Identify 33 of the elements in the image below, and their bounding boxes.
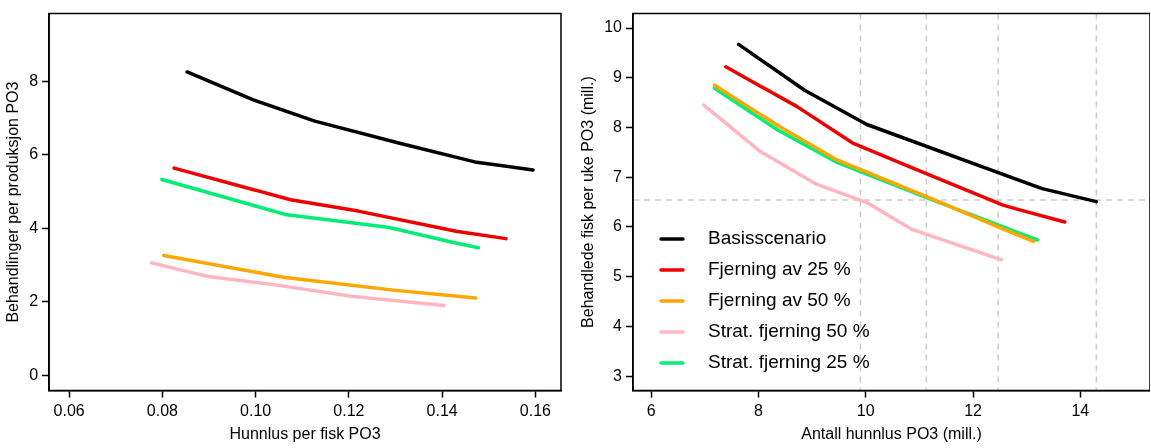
y-tick-label: 0 — [29, 365, 39, 383]
legend-label: Strat. fjerning 50 % — [708, 320, 870, 342]
legend-label: Fjerning av 50 % — [708, 289, 851, 311]
x-tick-label: 0.06 — [53, 401, 85, 419]
x-tick-label: 0.14 — [426, 401, 458, 419]
y-tick-label: 3 — [613, 366, 623, 384]
y-tick-label: 5 — [613, 267, 623, 285]
x-tick-label: 0.16 — [519, 401, 552, 419]
y-tick-label: 8 — [613, 117, 623, 135]
y-tick-label: 6 — [613, 217, 623, 235]
x-tick-label: 0.10 — [240, 401, 272, 419]
x-tick-label: 14 — [1071, 401, 1090, 419]
y-tick-label: 8 — [29, 71, 39, 89]
y-tick-label: 9 — [613, 68, 623, 86]
y-tick-label: 7 — [613, 167, 623, 185]
y-tick-label: 4 — [613, 316, 623, 334]
y-tick-label: 6 — [29, 145, 39, 163]
x-tick-label: 10 — [856, 401, 875, 419]
legend-label: Basisscenario — [708, 227, 827, 249]
legend-label: Fjerning av 25 % — [708, 258, 851, 280]
y-axis-title: Behandlede fisk per uke PO3 (mill.) — [579, 76, 597, 328]
x-tick-label: 0.12 — [333, 401, 365, 419]
x-tick-label: 8 — [754, 401, 764, 419]
x-axis-title: Antall hunnlus PO3 (mill.) — [801, 424, 982, 442]
y-axis-title: Behandlinger per produksjon PO3 — [4, 81, 22, 323]
y-tick-label: 4 — [29, 218, 39, 236]
y-tick-label: 2 — [29, 292, 39, 310]
x-axis-title: Hunnlus per fisk PO3 — [229, 424, 381, 442]
legend-label: Strat. fjerning 25 % — [708, 351, 870, 373]
x-tick-label: 12 — [964, 401, 983, 419]
y-tick-label: 10 — [604, 18, 623, 36]
x-tick-label: 6 — [646, 401, 656, 419]
x-tick-label: 0.08 — [146, 401, 179, 419]
